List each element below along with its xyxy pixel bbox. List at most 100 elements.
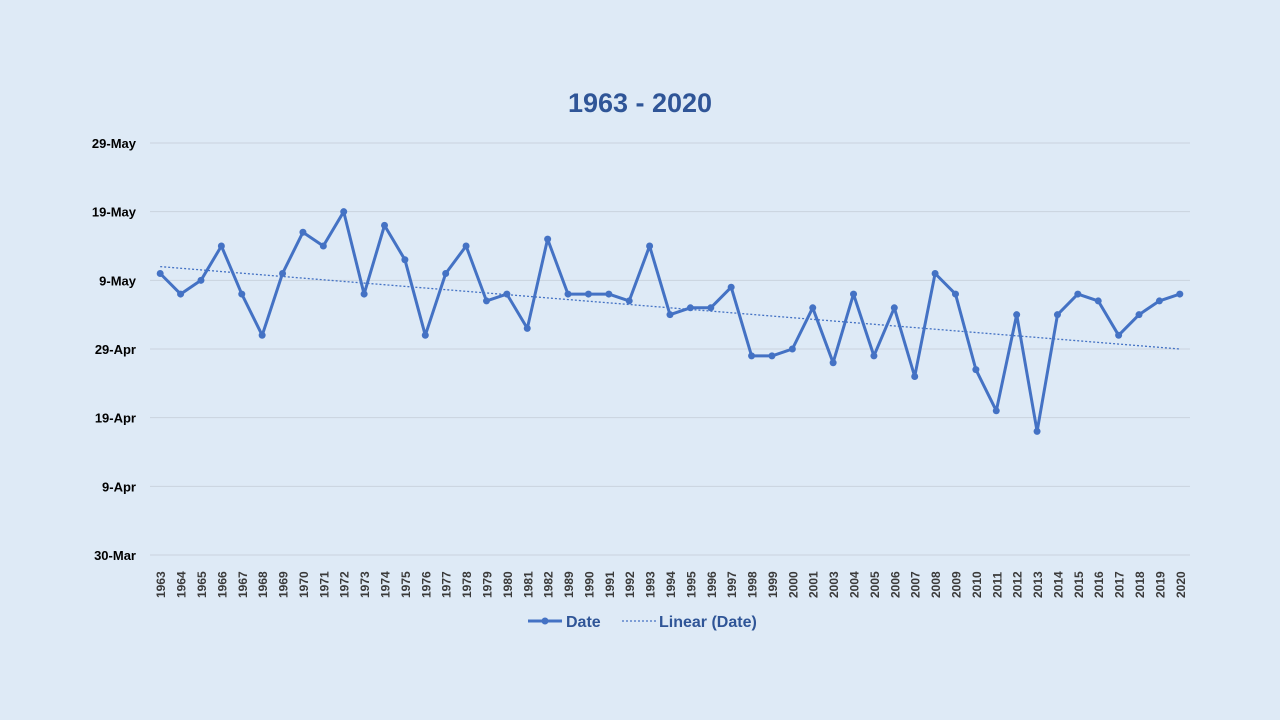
data-point xyxy=(768,352,776,360)
y-tick-label: 19-Apr xyxy=(95,411,136,426)
data-point xyxy=(156,269,164,277)
data-point xyxy=(727,283,735,291)
data-point xyxy=(1094,297,1102,305)
data-point xyxy=(1033,427,1041,435)
x-tick-label: 1967 xyxy=(236,571,250,598)
x-tick-label: 1966 xyxy=(215,571,229,598)
data-point xyxy=(686,304,694,312)
x-tick-label: 2000 xyxy=(786,571,800,598)
data-point xyxy=(544,235,552,243)
data-point xyxy=(238,290,246,298)
x-tick-label: 2009 xyxy=(949,571,963,598)
data-point xyxy=(1053,311,1061,319)
legend-label-trend: Linear (Date) xyxy=(659,614,757,631)
x-tick-label: 1991 xyxy=(603,571,617,598)
data-point xyxy=(564,290,572,298)
x-tick-label: 1975 xyxy=(399,571,413,598)
x-tick-label: 1972 xyxy=(338,571,352,598)
trendline xyxy=(160,265,1180,350)
x-tick-label: 2019 xyxy=(1153,571,1167,598)
y-tick-label: 29-Apr xyxy=(95,342,136,357)
x-tick-label: 1996 xyxy=(705,571,719,598)
x-tick-label: 1998 xyxy=(746,571,760,598)
x-tick-label: 2008 xyxy=(929,571,943,598)
x-tick-label: 2014 xyxy=(1051,571,1065,598)
x-tick-label: 2005 xyxy=(868,571,882,598)
x-tick-label: 2020 xyxy=(1174,571,1188,598)
data-point xyxy=(748,352,756,360)
x-tick-label: 1997 xyxy=(725,571,739,598)
data-point xyxy=(992,407,1000,415)
x-tick-label: 2012 xyxy=(1011,571,1025,598)
x-tick-label: 2004 xyxy=(848,571,862,598)
data-point xyxy=(625,297,633,305)
data-point xyxy=(829,359,837,367)
data-point xyxy=(340,208,348,216)
x-tick-label: 1973 xyxy=(358,571,372,598)
y-tick-label: 9-May xyxy=(99,273,137,288)
data-point xyxy=(951,290,959,298)
x-tick-label: 1989 xyxy=(562,571,576,598)
data-point xyxy=(1013,311,1021,319)
x-tick-label: 1995 xyxy=(684,571,698,598)
x-tick-label: 2015 xyxy=(1072,571,1086,598)
x-tick-label: 1969 xyxy=(277,571,291,598)
x-tick-label: 2013 xyxy=(1031,571,1045,598)
data-point xyxy=(197,276,205,284)
data-point xyxy=(360,290,368,298)
data-point xyxy=(788,345,796,353)
data-point xyxy=(381,221,389,229)
x-tick-label: 1976 xyxy=(419,571,433,598)
x-tick-label: 1977 xyxy=(440,571,454,598)
data-point xyxy=(177,290,185,298)
data-point xyxy=(931,269,939,277)
x-tick-label: 1971 xyxy=(317,571,331,598)
data-point xyxy=(584,290,592,298)
y-tick-label: 29-May xyxy=(92,136,137,151)
data-point xyxy=(666,311,674,319)
x-tick-label: 1994 xyxy=(664,571,678,598)
x-tick-label: 1978 xyxy=(460,571,474,598)
y-tick-label: 19-May xyxy=(92,205,137,220)
data-point xyxy=(707,304,715,312)
data-point xyxy=(870,352,878,360)
y-tick-label: 9-Apr xyxy=(102,479,136,494)
x-tick-label: 1970 xyxy=(297,571,311,598)
data-point xyxy=(1115,331,1123,339)
data-point xyxy=(850,290,858,298)
legend-marker-date xyxy=(541,617,549,625)
data-point xyxy=(1155,297,1163,305)
x-tick-label: 1964 xyxy=(175,571,189,598)
x-tick-label: 1963 xyxy=(154,571,168,598)
data-point xyxy=(1176,290,1184,298)
x-tick-label: 2011 xyxy=(990,572,1004,598)
data-point xyxy=(217,242,225,250)
x-tick-label: 1965 xyxy=(195,571,209,598)
data-point xyxy=(442,269,450,277)
legend-label-date: Date xyxy=(566,614,601,631)
x-tick-label: 1980 xyxy=(501,571,515,598)
x-tick-label: 2017 xyxy=(1113,571,1127,598)
data-point xyxy=(1135,311,1143,319)
x-tick-label: 1981 xyxy=(521,571,535,598)
data-point xyxy=(299,228,307,236)
data-point xyxy=(809,304,817,312)
data-point xyxy=(258,331,266,339)
x-tick-label: 1979 xyxy=(480,571,494,598)
series-line-date xyxy=(159,210,1181,433)
data-point xyxy=(279,269,287,277)
data-point xyxy=(462,242,470,250)
chart-title: 1963 - 2020 xyxy=(567,88,713,118)
data-point xyxy=(319,242,327,250)
data-point xyxy=(972,366,980,374)
x-tick-label: 2006 xyxy=(888,571,902,598)
x-tick-label: 1990 xyxy=(582,571,596,598)
x-tick-label: 1999 xyxy=(766,571,780,598)
x-tick-label: 1993 xyxy=(644,571,658,598)
y-tick-label: 30-Mar xyxy=(94,548,136,563)
x-tick-label: 2007 xyxy=(909,571,923,598)
data-point xyxy=(1074,290,1082,298)
x-tick-label: 2001 xyxy=(807,571,821,598)
